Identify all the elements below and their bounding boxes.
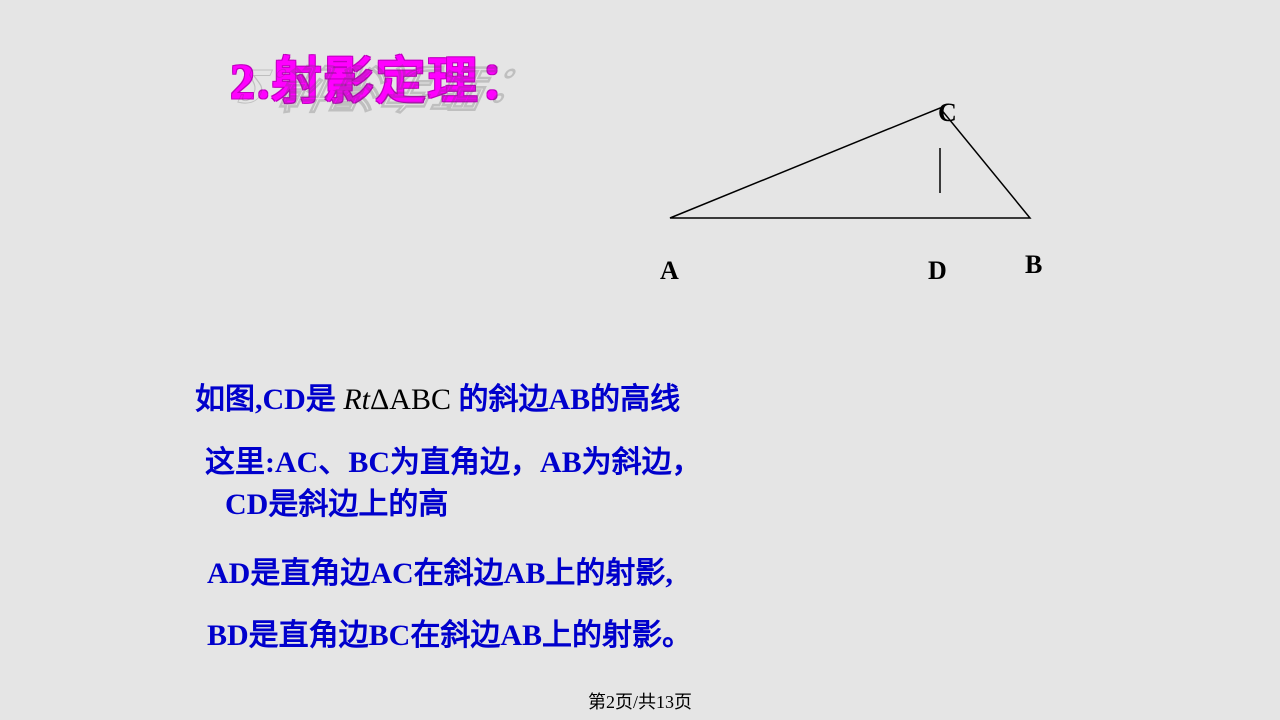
vertex-label-d: D: [928, 256, 947, 286]
triangle-symbol: ΔABC: [370, 383, 458, 416]
body-text: 如图,CD是 RtΔABC 的斜边AB的高线 这里:AC、BC为直角边，AB为斜…: [195, 380, 1075, 679]
body-line-1: 如图,CD是 RtΔABC 的斜边AB的高线: [195, 380, 1075, 421]
body-line-3: AD是直角边AC在斜边AB上的射影,: [207, 554, 1075, 595]
triangle-svg: [640, 78, 1060, 278]
body-line-4: BD是直角边BC在斜边AB上的射影。: [207, 616, 1075, 657]
body-line-1a: 如图,CD是: [195, 383, 336, 416]
triangle-diagram: A B C D: [640, 78, 1060, 278]
body-line-1b: 的斜边AB的高线: [459, 383, 681, 416]
title-block: 2.射影定理： 2.射影定理：: [230, 56, 532, 162]
vertex-label-a: A: [660, 256, 679, 286]
body-line-2: 这里:AC、BC为直角边，AB为斜边，: [205, 443, 1075, 484]
slide: 2.射影定理： 2.射影定理： A B C D 如图,CD是 RtΔABC 的斜…: [0, 0, 1280, 720]
rt-symbol: Rt: [336, 383, 370, 416]
triangle-abc: [670, 108, 1030, 218]
slide-title-reflection: 2.射影定理：: [230, 62, 555, 112]
vertex-label-c: C: [938, 98, 957, 128]
page-indicator: 第2页/共13页: [0, 688, 1280, 714]
body-line-2b: CD是斜边上的高: [225, 485, 1075, 526]
vertex-label-b: B: [1025, 250, 1042, 280]
